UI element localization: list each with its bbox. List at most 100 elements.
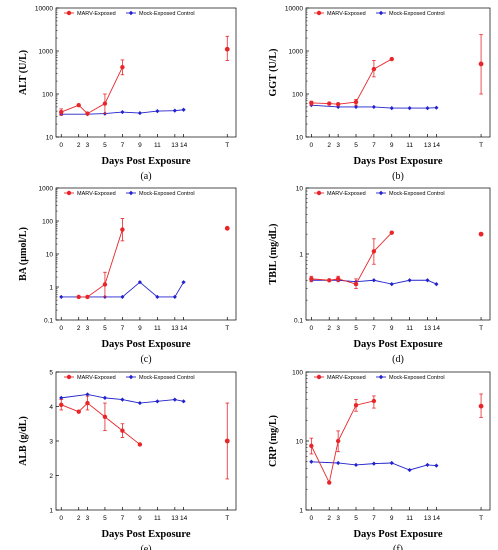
x-tick-label: 11 (406, 142, 413, 149)
series-line (78, 229, 123, 298)
y-tick-label: 0.1 (44, 317, 53, 324)
data-point (327, 480, 332, 485)
x-tick-label: 11 (154, 142, 161, 149)
y-tick-label: 100 (292, 91, 303, 98)
data-point (102, 101, 108, 106)
data-point (120, 294, 125, 300)
legend-marker-mock (378, 10, 384, 16)
plot-frame (305, 7, 491, 138)
chart-panel-d: 0.1 1 10 0 2 3 5 7 9 11 13 14 T TBIL (mg/dL) Days Post… (268, 185, 491, 365)
data-point (434, 105, 439, 110)
legend-marker-mock (128, 190, 134, 196)
data-point (407, 105, 412, 111)
legend-label-mock: Mock-Exposed Control (389, 191, 445, 197)
data-point (309, 443, 314, 449)
x-tick-label: 14 (180, 142, 188, 149)
data-point (76, 409, 81, 414)
y-tick-label: 10 (296, 438, 304, 445)
y-tick-label: 10 (296, 185, 304, 192)
plot-frame (305, 187, 491, 321)
series-mock (59, 392, 186, 406)
x-tick-label: 7 (372, 325, 376, 332)
data-point (120, 227, 125, 232)
x-tick-label: 9 (390, 142, 394, 149)
x-axis-label: Days Post Exposure (353, 529, 442, 540)
x-tick-label: 14 (180, 325, 188, 332)
x-tick-label: 3 (86, 325, 90, 332)
y-axis-label: ALT (U/L) (18, 50, 29, 95)
data-point (353, 104, 359, 110)
data-point (371, 66, 377, 72)
data-point (389, 230, 394, 235)
terminal-data-point (478, 61, 484, 67)
y-tick-label: 1 (49, 507, 53, 514)
legend-label-marv: MARV-Exposed (77, 191, 116, 197)
series-mock (309, 103, 439, 111)
x-tick-label: 3 (86, 142, 90, 149)
x-tick-label: 14 (433, 325, 441, 332)
x-tick-label: T (225, 142, 229, 149)
data-point (407, 467, 412, 473)
series-line (61, 393, 184, 404)
data-point (172, 108, 177, 113)
x-tick-label: 9 (390, 515, 394, 522)
x-tick-label: 11 (154, 325, 161, 332)
data-point (120, 397, 125, 402)
x-tick-label: T (225, 515, 229, 522)
x-tick-label: 2 (77, 515, 81, 522)
y-tick-label: 10 (296, 134, 304, 141)
legend-marker-mock (128, 10, 134, 16)
legend-label-marv: MARV-Exposed (327, 191, 366, 197)
y-tick-label: 10 (46, 251, 54, 258)
x-tick-label: 2 (327, 515, 331, 522)
x-axis-label: Days Post Exposure (353, 339, 442, 350)
terminal-data-point (478, 403, 484, 409)
data-point (371, 278, 376, 283)
x-tick-label: T (225, 325, 229, 332)
y-tick-label: 100 (42, 218, 53, 225)
x-tick-label: 0 (59, 325, 63, 332)
legend: MARV-Exposed Mock-Exposed Control (314, 374, 445, 381)
data-point (434, 463, 439, 468)
legend-label-marv: MARV-Exposed (77, 375, 116, 381)
series-line (61, 109, 184, 115)
data-point (353, 403, 359, 408)
x-tick-label: 3 (336, 325, 340, 332)
data-point (425, 105, 430, 111)
y-tick-label: 100 (42, 91, 53, 98)
y-tick-label: 1 (299, 507, 303, 514)
legend-label-marv: MARV-Exposed (327, 375, 366, 381)
data-point (353, 99, 359, 105)
x-tick-label: 9 (138, 325, 142, 332)
x-tick-label: 2 (327, 142, 331, 149)
data-point (76, 102, 81, 108)
y-tick-label: 2 (49, 473, 53, 480)
legend-marker-marv (316, 10, 322, 16)
legend-label-marv: MARV-Exposed (77, 11, 116, 17)
data-point (85, 392, 90, 397)
data-point (76, 294, 81, 300)
panel-caption: (b) (392, 171, 404, 182)
legend-marker-marv (316, 190, 322, 196)
series-line (311, 461, 437, 471)
x-tick-label: 2 (77, 325, 81, 332)
plot-frame (55, 7, 237, 138)
data-point (389, 105, 394, 111)
legend-label-mock: Mock-Exposed Control (139, 375, 195, 381)
series-marv (59, 35, 230, 116)
data-point (59, 294, 64, 300)
x-tick-label: 13 (171, 142, 179, 149)
series-mock (59, 107, 186, 117)
x-tick-label: 11 (406, 515, 413, 522)
data-point (336, 460, 341, 466)
x-tick-label: 5 (354, 325, 358, 332)
x-tick-label: 5 (103, 515, 107, 522)
data-point (389, 460, 394, 466)
data-point (137, 400, 142, 406)
x-tick-label: 2 (327, 325, 331, 332)
data-point (335, 276, 341, 282)
x-axis-label: Days Post Exposure (101, 156, 190, 167)
chart-panel-c: 0.1 1 10 100 1000 0 2 3 5 7 9 11 13 14 T BA (µmol/L) Day… (18, 185, 237, 365)
x-tick-label: 14 (433, 142, 441, 149)
legend-marker-marv (66, 190, 72, 196)
